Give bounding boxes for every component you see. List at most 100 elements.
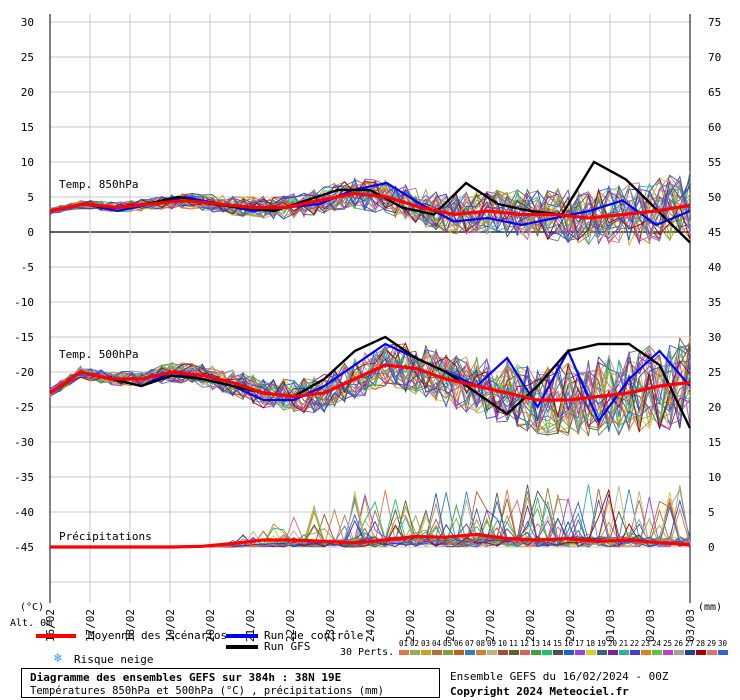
right-tick-label: 55 — [708, 156, 721, 169]
right-tick-label: 15 — [708, 436, 721, 449]
right-tick-label: 10 — [708, 471, 721, 484]
label-precip: Précipitations — [59, 530, 152, 543]
member-swatch — [663, 650, 673, 655]
member-label: 30 — [718, 639, 728, 648]
member-label: 21 — [619, 639, 628, 648]
mean-t850-line — [49, 191, 691, 220]
member-swatch — [619, 650, 629, 655]
member-line-t850 — [49, 174, 691, 241]
member-label: 03 — [421, 639, 430, 648]
member-label: 08 — [476, 639, 486, 648]
x-tick-label: 23/02 — [324, 609, 337, 642]
member-label: 24 — [652, 639, 662, 648]
member-label: 29 — [707, 639, 716, 648]
member-swatch — [399, 650, 409, 655]
member-label: 17 — [575, 639, 584, 648]
member-swatch — [652, 650, 662, 655]
member-swatch — [696, 650, 706, 655]
gfs-t850-line — [49, 160, 691, 244]
label-t850: Temp. 850hPa — [59, 178, 138, 191]
left-tick-label: 30 — [21, 16, 34, 29]
member-swatch — [465, 650, 475, 655]
x-tick-label: 22/02 — [284, 609, 297, 642]
x-tick-label: 29/02 — [564, 609, 577, 642]
left-tick-label: -35 — [14, 471, 34, 484]
legend-gfs-text: Run GFS — [264, 640, 311, 653]
legend-mean-text: Moyenne des scénarios — [88, 629, 228, 642]
snowflake-icon: ❄ — [54, 651, 62, 666]
member-swatch — [564, 650, 574, 655]
member-swatch — [597, 650, 607, 655]
legend-mean-swatch — [36, 634, 76, 638]
main-lines — [49, 160, 692, 549]
member-swatch — [707, 650, 717, 655]
control-t500-line — [49, 342, 691, 424]
legend-snow-text: Risque neige — [74, 653, 154, 666]
left-tick-label: -25 — [14, 401, 34, 414]
title-box: Diagramme des ensembles GEFS sur 384h : … — [21, 668, 440, 698]
member-label: 11 — [509, 639, 518, 648]
left-tick-label: -45 — [14, 541, 34, 554]
right-tick-label: 25 — [708, 366, 721, 379]
right-tick-label: 20 — [708, 401, 721, 414]
member-line-t850 — [49, 182, 691, 237]
right-unit: (mm) — [698, 602, 722, 613]
member-label: 09 — [487, 639, 496, 648]
member-swatch — [432, 650, 442, 655]
member-swatch — [608, 650, 618, 655]
x-tick-label: 17/02 — [84, 609, 97, 642]
x-tick-label: 16/02 — [44, 609, 57, 642]
chart-subtitle: Températures 850hPa et 500hPa (°C) , pré… — [30, 685, 385, 697]
legend-gfs-swatch — [226, 645, 258, 649]
right-tick-label: 70 — [708, 51, 721, 64]
chart-title: Diagramme des ensembles GEFS sur 384h : … — [30, 671, 342, 684]
right-tick-label: 30 — [708, 331, 721, 344]
mean-precip-line — [50, 532, 691, 549]
member-swatch — [520, 650, 530, 655]
x-tick-label: 26/02 — [444, 609, 457, 642]
member-swatch — [410, 650, 420, 655]
right-tick-label: 50 — [708, 191, 721, 204]
left-tick-label: -40 — [14, 506, 34, 519]
x-axis-ticks: 16/02 17/02 18/02 19/02 20/02 21/02 22/02 23/02… — [44, 609, 697, 642]
left-tick-label: 15 — [21, 121, 34, 134]
member-label: 25 — [663, 639, 672, 648]
member-line-t500 — [49, 347, 691, 436]
member-label: 20 — [608, 639, 618, 648]
grid — [49, 14, 691, 603]
x-tick-label: 21/02 — [244, 609, 257, 642]
right-tick-label: 35 — [708, 296, 721, 309]
member-label: 18 — [586, 639, 596, 648]
member-swatch — [443, 650, 453, 655]
member-swatch — [685, 650, 695, 655]
member-label: 19 — [597, 639, 606, 648]
left-tick-label: -5 — [21, 261, 34, 274]
left-tick-label: 25 — [21, 51, 34, 64]
member-label: 28 — [696, 639, 706, 648]
legend-control-swatch — [226, 634, 258, 638]
x-tick-label: 19/02 — [164, 609, 177, 642]
member-label: 10 — [498, 639, 508, 648]
left-tick-label: 10 — [21, 156, 34, 169]
x-tick-label: 18/02 — [124, 609, 137, 642]
left-tick-label: 0 — [27, 226, 34, 239]
member-label: 05 — [443, 639, 452, 648]
copyright: Copyright 2024 Meteociel.fr — [450, 685, 629, 698]
perts-label: 30 Perts. — [340, 647, 394, 658]
x-tick-label: 20/02 — [204, 609, 217, 642]
member-label: 07 — [465, 639, 474, 648]
alt-label: Alt. 0m — [10, 618, 52, 629]
ensemble-run: Ensemble GEFS du 16/02/2024 - 00Z — [450, 670, 669, 683]
member-label: 27 — [685, 639, 694, 648]
member-swatch — [553, 650, 563, 655]
member-swatch — [498, 650, 508, 655]
left-tick-label: -15 — [14, 331, 34, 344]
member-label: 06 — [454, 639, 464, 648]
x-tick-label: 24/02 — [364, 609, 377, 642]
member-swatch — [586, 650, 596, 655]
right-tick-label: 0 — [708, 541, 715, 554]
member-label: 14 — [542, 639, 552, 648]
member-swatch — [531, 650, 541, 655]
